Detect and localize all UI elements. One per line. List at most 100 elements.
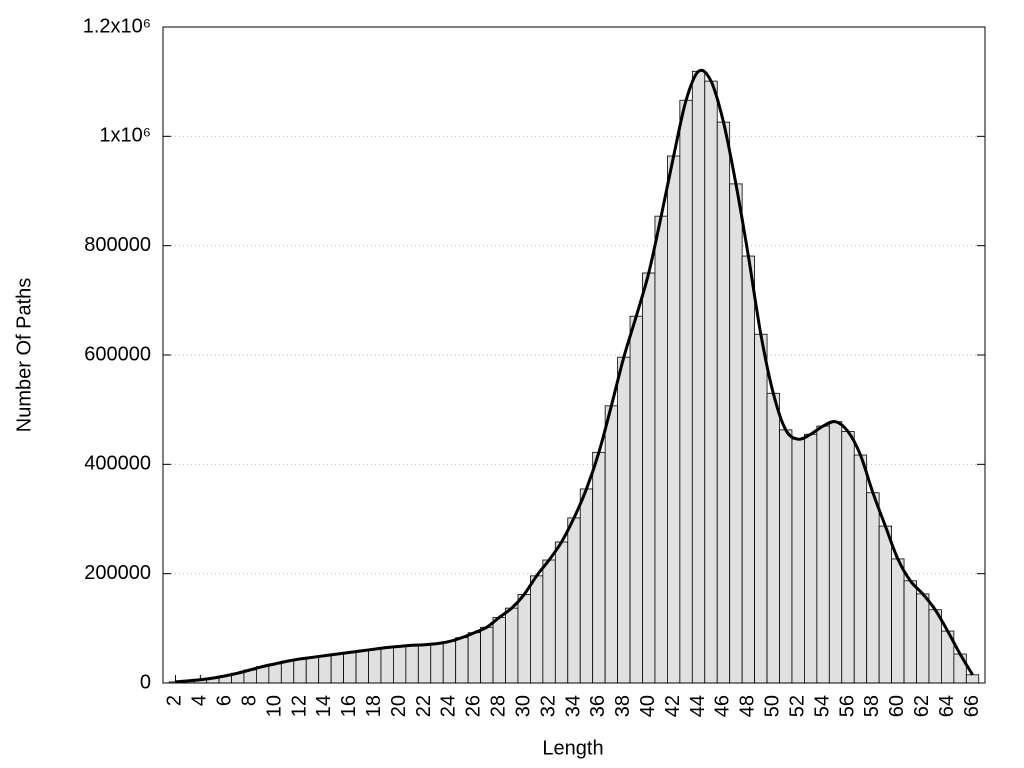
x-tick-label: 54: [811, 695, 833, 717]
y-tick-label: 1x10⁶: [99, 125, 151, 147]
bar: [642, 272, 656, 684]
x-tick-label: 12: [288, 695, 310, 717]
bar: [741, 255, 755, 684]
bar: [280, 660, 295, 684]
bar: [318, 655, 332, 684]
x-tick-label: 16: [338, 695, 360, 717]
x-tick-label: 6: [214, 695, 236, 706]
bar: [492, 617, 506, 684]
x-tick-label: 32: [537, 695, 559, 717]
bar: [729, 183, 743, 684]
x-tick-label: 64: [936, 695, 958, 717]
x-tick-label: 10: [263, 695, 285, 717]
x-tick-label: 26: [463, 695, 485, 717]
bar: [916, 593, 930, 684]
bar: [828, 421, 843, 684]
x-tick-label: 50: [762, 695, 784, 717]
bar: [355, 650, 369, 684]
bar: [953, 653, 967, 684]
bar: [754, 333, 768, 684]
bar: [779, 429, 793, 684]
x-tick-label: 42: [662, 695, 684, 717]
x-tick-label: 18: [363, 695, 385, 717]
bar: [505, 607, 519, 684]
x-axis-label: Length: [542, 737, 603, 759]
x-tick-label: 66: [961, 695, 983, 717]
bar: [853, 454, 868, 684]
x-tick-label: 34: [562, 695, 584, 717]
bar: [343, 651, 357, 684]
bar: [268, 663, 282, 684]
bar: [928, 609, 942, 684]
x-tick-label: 4: [189, 695, 211, 706]
x-tick-label: 14: [313, 695, 335, 717]
bar: [542, 559, 556, 684]
y-tick-label: 400000: [84, 453, 151, 475]
bar: [841, 431, 855, 684]
x-tick-label: 44: [687, 695, 709, 717]
x-tick-label: 28: [488, 695, 510, 717]
bar: [617, 356, 631, 684]
bar: [417, 644, 432, 684]
bar: [442, 641, 457, 684]
bar: [804, 433, 818, 684]
bar: [667, 155, 681, 684]
bar: [330, 653, 344, 684]
bar: [816, 425, 830, 684]
bar: [716, 121, 731, 684]
x-tick-label: 36: [587, 695, 609, 717]
y-tick-label: 600000: [84, 343, 151, 365]
x-tick-label: 48: [737, 695, 759, 717]
bar: [530, 575, 544, 684]
bar: [592, 451, 606, 684]
x-tick-label: 56: [836, 695, 858, 717]
y-axis-label: Number Of Paths: [13, 278, 35, 433]
x-tick-label: 38: [612, 695, 634, 717]
bar: [579, 488, 594, 684]
smooth-curve: [175, 68, 974, 684]
bar: [604, 405, 618, 684]
bar: [405, 644, 419, 684]
bar: [430, 643, 444, 684]
bar: [393, 645, 407, 684]
y-tick-label: 0: [140, 671, 151, 693]
bar: [455, 637, 469, 684]
x-tick-label: 58: [861, 695, 883, 717]
bar: [679, 99, 693, 684]
bar: [368, 648, 382, 684]
bar: [629, 315, 643, 684]
bar: [480, 626, 494, 684]
bar: [380, 647, 394, 684]
x-tick-label: 62: [911, 695, 933, 717]
bar: [704, 80, 718, 684]
bar: [305, 656, 320, 684]
x-tick-label: 24: [438, 695, 460, 717]
x-tick-label: 40: [637, 695, 659, 717]
bar: [791, 438, 805, 684]
bar: [866, 492, 880, 684]
y-tick-label: 200000: [84, 562, 151, 584]
bar: [691, 70, 706, 684]
bar: [554, 541, 569, 684]
y-tick-label: 1.2x10⁶: [83, 15, 151, 37]
x-tick-label: 52: [786, 695, 808, 717]
plot-frame: [162, 26, 986, 684]
bar: [293, 658, 307, 684]
bar: [891, 558, 905, 684]
bar: [517, 594, 531, 684]
bar: [878, 525, 892, 684]
bar: [654, 215, 668, 684]
y-tick-label: 800000: [84, 234, 151, 256]
x-tick-label: 20: [388, 695, 410, 717]
x-tick-label: 30: [512, 695, 534, 717]
bar: [766, 392, 780, 684]
bar: [903, 580, 917, 684]
x-tick-label: 22: [413, 695, 435, 717]
x-tick-label: 8: [238, 695, 260, 706]
x-tick-label: 2: [164, 695, 186, 706]
bar: [467, 632, 481, 684]
x-tick-label: 46: [712, 695, 734, 717]
bar: [567, 517, 581, 684]
bar: [965, 674, 980, 684]
